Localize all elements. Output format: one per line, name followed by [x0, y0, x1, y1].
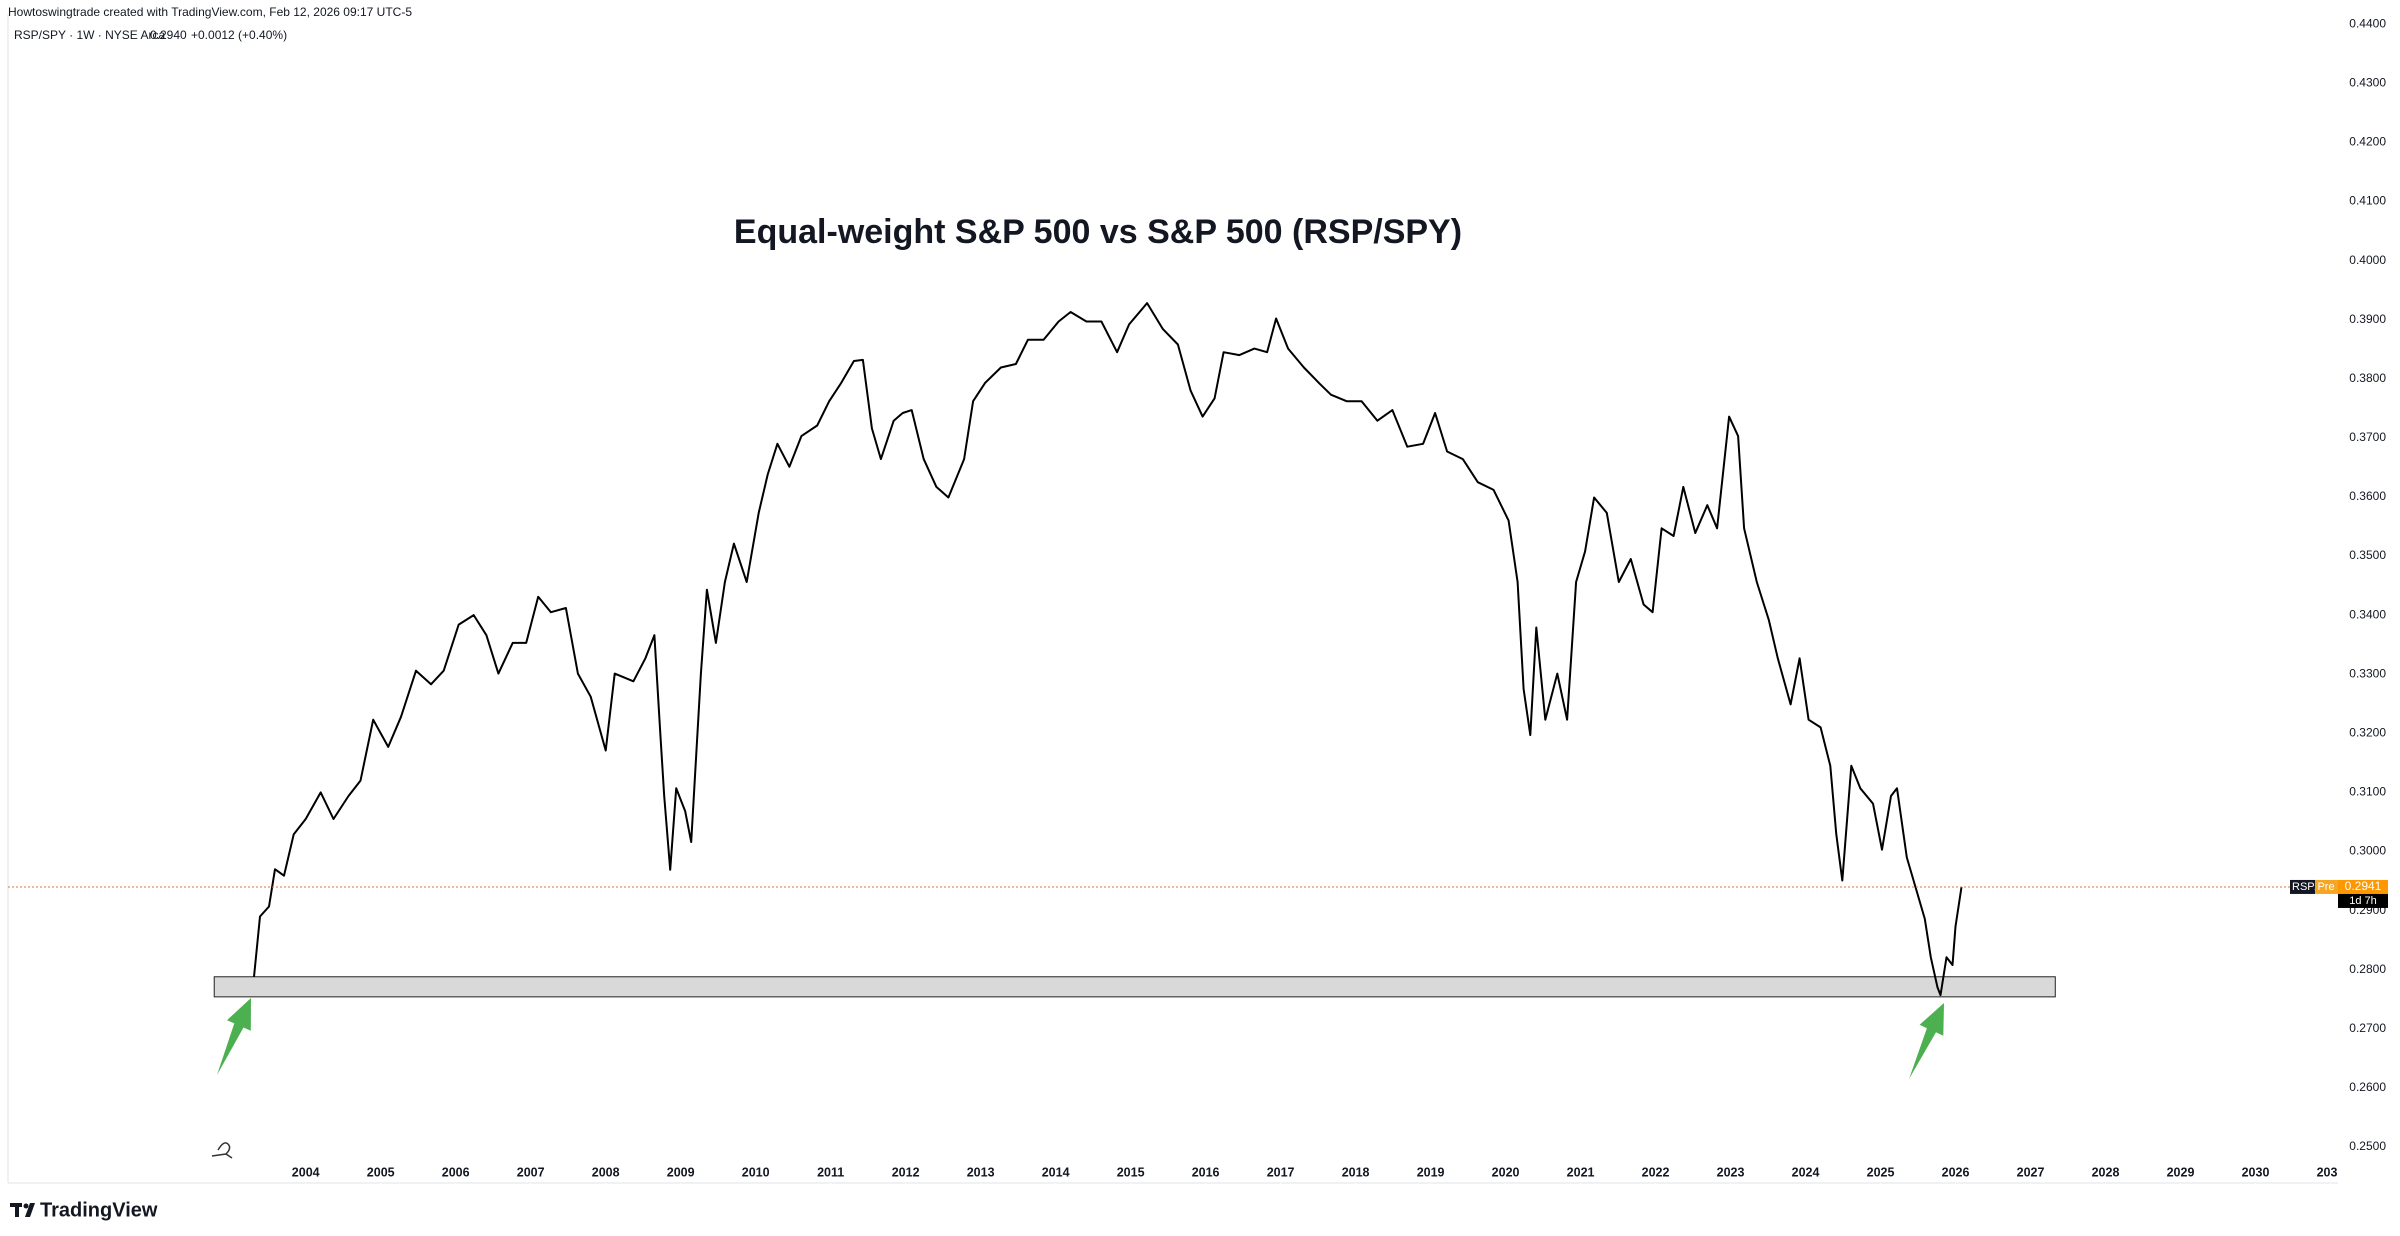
x-tick-label: 2027: [2017, 1165, 2045, 1179]
logo-part: [25, 1203, 35, 1217]
x-tick-label: 2017: [1267, 1165, 1295, 1179]
tv-logo: TradingView: [10, 1199, 158, 1221]
chart-title: Equal-weight S&P 500 vs S&P 500 (RSP/SPY…: [734, 213, 1462, 251]
countdown-tag: [2338, 893, 2388, 908]
y-tick-label: 0.4300: [2349, 75, 2386, 89]
x-tick-label: 2018: [1342, 1165, 1370, 1179]
x-tick-label: 2023: [1717, 1165, 1745, 1179]
y-tick-label: 0.2700: [2349, 1021, 2386, 1035]
x-axis: 2004 2005 2006 2007 2008 2009 2010 2011 2012 2013…: [292, 1165, 2345, 1186]
x-tick-label: 2030: [2242, 1165, 2270, 1179]
y-tick-label: 0.3700: [2349, 430, 2386, 444]
x-tick-label: 2014: [1042, 1165, 1070, 1179]
y-tick-label: 0.3400: [2349, 607, 2386, 621]
x-tick-label: 2025: [1867, 1165, 1895, 1179]
x-tick-label: 2019: [1417, 1165, 1445, 1179]
price-line: [253, 302, 1963, 997]
pre-tag-text: Pre: [2317, 881, 2334, 893]
y-tick-label: 0.4000: [2349, 253, 2386, 267]
x-tick-label: 2020: [1492, 1165, 1520, 1179]
annotation-arrow: [1909, 1003, 1944, 1079]
price-tag-text: 0.2941: [2345, 879, 2382, 893]
y-tick-label: 0.2500: [2349, 1139, 2386, 1153]
y-tick-label: 0.3100: [2349, 785, 2386, 799]
x-tick-label: 2012: [892, 1165, 920, 1179]
x-tick-label: 2021: [1567, 1165, 1595, 1179]
y-tick-label: 0.2800: [2349, 962, 2386, 976]
y-tick-label: 0.3300: [2349, 666, 2386, 680]
y-tick-label: 0.2600: [2349, 1080, 2386, 1094]
pre-tag: [2315, 879, 2338, 894]
symbol-tag-text: RSP/SPY: [2292, 881, 2340, 893]
y-tick-label: 0.4200: [2349, 135, 2386, 149]
x-tick-label: 2006: [442, 1165, 470, 1179]
x-tick-label: 2010: [742, 1165, 770, 1179]
plot-area: [8, 302, 2338, 998]
logo-part: [15, 1203, 19, 1217]
y-tick-label: 0.3000: [2349, 844, 2386, 858]
x-tick-label: 2016: [1192, 1165, 1220, 1179]
y-tick-label: 0.3800: [2349, 371, 2386, 385]
x-tick-label: 2022: [1642, 1165, 1670, 1179]
x-tick-label: 2015: [1117, 1165, 1145, 1179]
price-tag: [2338, 879, 2388, 894]
price-tags: RSP/SPYPre 0.2941 1d 7h: [2290, 879, 2388, 908]
y-tick-label: 0.3500: [2349, 548, 2386, 562]
x-tick-label: 2028: [2092, 1165, 2120, 1179]
x-tick-label: 2008: [592, 1165, 620, 1179]
credit: Howtoswingtrade created with TradingView…: [8, 5, 412, 19]
y-tick-label: 0.3600: [2349, 489, 2386, 503]
x-tick-label: 2011: [817, 1165, 844, 1179]
y-tick-label: 0.3900: [2349, 312, 2386, 326]
y-tick-label: 0.4400: [2349, 16, 2386, 30]
x-tick-label: 2005: [367, 1165, 395, 1179]
x-tick-label: 2013: [967, 1165, 995, 1179]
brand: TradingView: [40, 1199, 158, 1221]
x-tick-label: 2026: [1942, 1165, 1970, 1179]
price-zone: [213, 976, 2056, 998]
annotation-arrow: [217, 998, 251, 1075]
y-axis: 0.25000.26000.27000.28000.29000.30000.31…: [2338, 16, 2386, 1153]
legend-last: 0.2940: [150, 28, 187, 42]
legend-symbol: RSP/SPY · 1W · NYSE Arca: [14, 28, 165, 42]
logo-part: [23, 1203, 29, 1209]
countdown-tag-text: 1d 7h: [2349, 895, 2377, 907]
x-tick-label: 2024: [1792, 1165, 1820, 1179]
x-tick-label: 2031: [2317, 1165, 2345, 1179]
y-tick-label: 0.4100: [2349, 194, 2386, 208]
x-tick-label: 2007: [517, 1165, 545, 1179]
y-tick-label: 0.3200: [2349, 725, 2386, 739]
symbol-tag: [2290, 879, 2315, 894]
x-tick-label: 2004: [292, 1165, 320, 1179]
legend-change: +0.0012 (+0.40%): [191, 28, 287, 42]
x-tick-label: 2029: [2167, 1165, 2195, 1179]
x-tick-label: 2009: [667, 1165, 695, 1179]
watermark-icon: [211, 1142, 233, 1159]
